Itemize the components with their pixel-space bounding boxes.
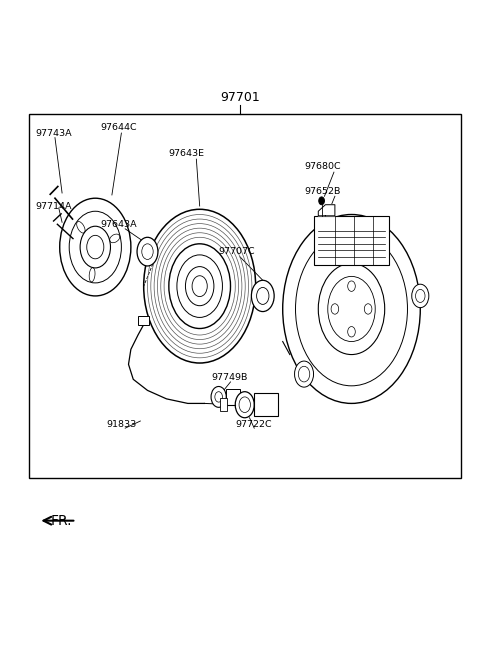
Text: 97701: 97701: [220, 91, 260, 104]
Bar: [220, 398, 227, 411]
Circle shape: [295, 361, 313, 387]
Text: FR.: FR.: [50, 514, 72, 528]
Text: 97749B: 97749B: [212, 373, 248, 382]
Bar: [313, 215, 389, 265]
Text: 97743A: 97743A: [35, 129, 72, 137]
Circle shape: [211, 386, 226, 407]
Text: 97722C: 97722C: [235, 420, 272, 430]
Text: 97680C: 97680C: [304, 162, 341, 171]
Text: 97652B: 97652B: [304, 187, 340, 196]
Circle shape: [319, 197, 324, 205]
Circle shape: [348, 281, 355, 291]
Circle shape: [252, 281, 274, 311]
Bar: [226, 389, 240, 405]
Text: 97707C: 97707C: [219, 247, 255, 256]
Text: 91833: 91833: [106, 420, 136, 430]
Circle shape: [412, 284, 429, 307]
Circle shape: [144, 210, 256, 363]
Circle shape: [348, 327, 355, 337]
Circle shape: [318, 263, 384, 355]
Polygon shape: [318, 205, 335, 215]
Circle shape: [169, 244, 230, 328]
Circle shape: [235, 392, 254, 418]
Circle shape: [364, 304, 372, 314]
Bar: [138, 316, 149, 325]
Circle shape: [331, 304, 339, 314]
Circle shape: [80, 226, 110, 268]
Bar: [29, 114, 461, 478]
Circle shape: [60, 198, 131, 296]
Circle shape: [137, 237, 158, 266]
Text: 97643A: 97643A: [100, 220, 137, 229]
Text: 97643E: 97643E: [168, 149, 204, 158]
Bar: [254, 393, 278, 417]
Text: 97644C: 97644C: [100, 124, 137, 132]
Circle shape: [185, 267, 214, 306]
Circle shape: [283, 214, 420, 403]
Text: 97714A: 97714A: [35, 202, 72, 210]
